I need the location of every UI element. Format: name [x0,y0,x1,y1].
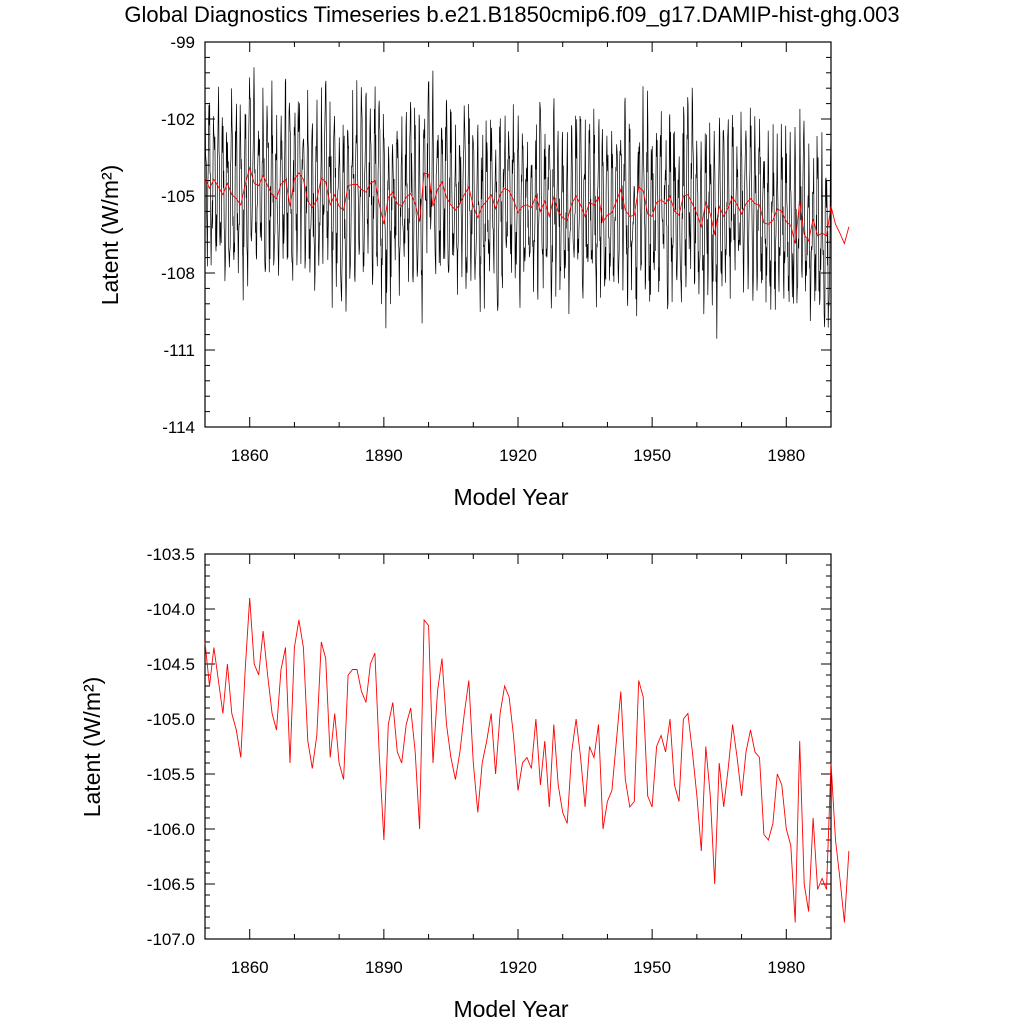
y-tick-label: -105.0 [147,710,195,729]
plot-area-1: 1860 1890 1920 1950 1980 -99 -102 -105 -108 -111 -… [161,33,850,465]
y-tick-label: -106.0 [147,820,195,839]
x-tick-label: 1920 [499,446,537,465]
y-tick-label: -105.5 [147,765,195,784]
x-tick-label: 1890 [365,958,403,977]
x-tick-label: 1980 [767,958,805,977]
y-tick-label: -114 [162,418,195,437]
plot-area-2: 1860 1890 1920 1950 1980 -103.5 -104.0 -104.5 -1… [147,545,850,977]
monthly-series-line [204,67,832,339]
x-tick-label: 1890 [365,446,403,465]
top-chart: 1860 1890 1920 1950 1980 -99 -102 -105 -108 -111 -… [97,33,850,510]
x-tick-label: 1860 [231,446,269,465]
y-axis-label-2: Latent (W/m²) [79,677,105,818]
plot-frame [204,553,832,940]
y-axis-label-1: Latent (W/m²) [97,165,123,306]
y-tick-label: -104.0 [147,600,195,619]
y-tick-label: -102 [161,110,195,129]
annual-series-line [204,597,850,923]
y-tick-label: -103.5 [147,545,195,564]
x-axis-label-2: Model Year [453,996,568,1022]
x-tick-label: 1860 [231,958,269,977]
x-tick-label: 1950 [633,958,671,977]
y-tick-label: -105 [161,187,195,206]
chart-title: Global Diagnostics Timeseries b.e21.B185… [124,2,900,27]
y-tick-label: -99 [170,33,195,52]
y-tick-label: -108 [161,264,195,283]
x-tick-label: 1950 [633,446,671,465]
x-axis-label-1: Model Year [453,484,568,510]
x-tick-label: 1980 [767,446,805,465]
y-tick-label: -104.5 [147,655,195,674]
bottom-chart: 1860 1890 1920 1950 1980 -103.5 -104.0 -104.5 -1… [79,545,850,1022]
plot-frame [204,41,832,428]
x-tick-label: 1920 [499,958,537,977]
y-tick-label: -106.5 [147,875,195,894]
y-tick-label: -111 [163,341,195,360]
annual-series-line [204,166,850,245]
y-tick-label: -107.0 [147,930,195,949]
